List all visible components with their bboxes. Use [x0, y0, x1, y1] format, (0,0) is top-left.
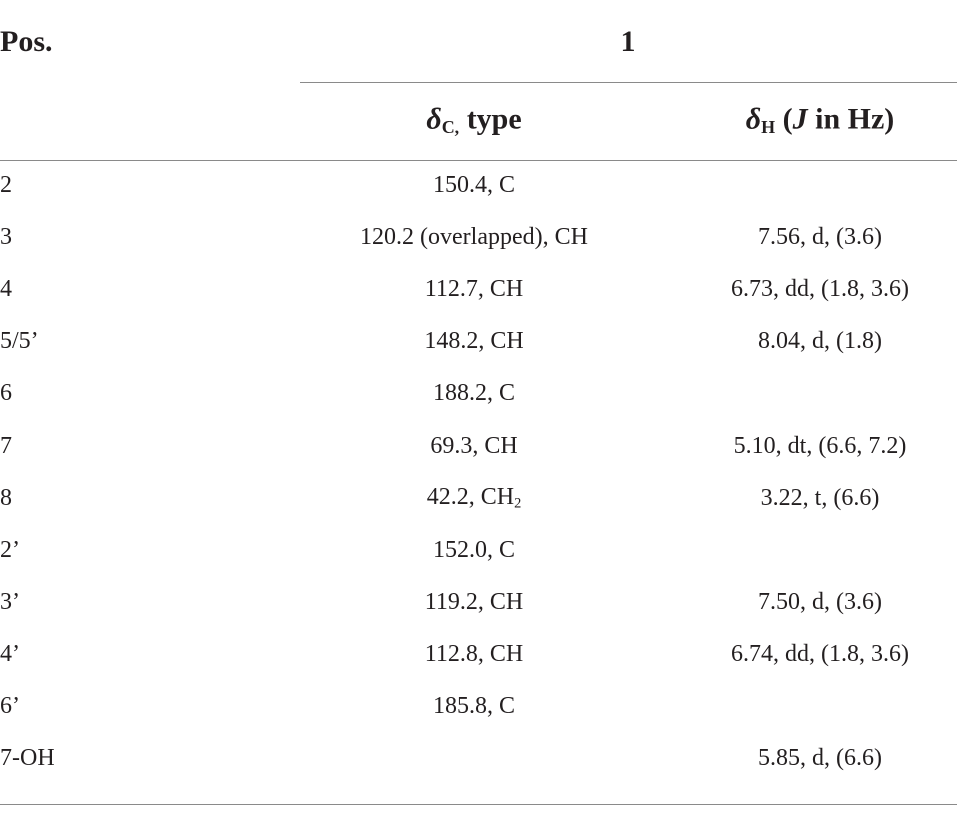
cell-text: 42.2, CH: [426, 483, 515, 510]
position-cell: 6: [0, 380, 12, 407]
cell-text: 112.7, CH: [424, 276, 524, 303]
bottom-rule: [0, 804, 957, 805]
carbon-cell: 150.4, C: [433, 173, 515, 197]
symbol: δ: [745, 102, 762, 136]
header-rule: [0, 160, 957, 161]
subscript: C,: [441, 116, 460, 137]
carbon-cell: 42.2, CH2: [427, 485, 522, 511]
header-text: (: [775, 102, 793, 136]
proton-cell: 7.50, d, (3.6): [758, 588, 882, 615]
carbon-cell: 148.2, CH: [424, 329, 523, 353]
position-cell: 4: [0, 276, 12, 303]
carbon-cell: 185.8, C: [433, 694, 515, 718]
cell-text: 185.8, C: [432, 693, 516, 719]
proton-cell: 3.22, t, (6.6): [760, 484, 880, 511]
carbon-cell: 69.3, CH: [430, 434, 517, 458]
proton-header: δH (J in Hz): [746, 104, 895, 136]
position-header: Pos.: [0, 25, 53, 58]
cell-subscript: 2: [514, 495, 522, 512]
proton-cell: 6.73, dd, (1.8, 3.6): [731, 276, 909, 303]
cell-text: 112.8, CH: [424, 640, 524, 667]
carbon-cell: 119.2, CH: [425, 590, 523, 614]
header-italic: J: [792, 102, 808, 136]
position-cell: 7-OH: [0, 745, 55, 772]
cell-text: 188.2, C: [432, 380, 516, 407]
carbon-header: δC, type: [426, 104, 521, 136]
header-text: type: [459, 102, 522, 136]
carbon-cell: 112.8, CH: [425, 642, 523, 666]
group-rule: [300, 82, 957, 83]
position-cell: 6’: [0, 693, 20, 719]
position-cell: 5/5’: [0, 328, 39, 355]
header-text: in Hz): [807, 102, 895, 136]
carbon-cell: 152.0, C: [433, 538, 515, 562]
proton-cell: 5.85, d, (6.6): [758, 745, 882, 772]
position-cell: 3’: [0, 588, 20, 615]
position-cell: 4’: [0, 640, 20, 667]
position-cell: 2’: [0, 536, 20, 563]
position-cell: 3: [0, 224, 12, 251]
cell-text: 69.3, CH: [430, 432, 518, 459]
cell-text: 119.2, CH: [424, 588, 524, 615]
carbon-cell: 188.2, C: [433, 381, 515, 405]
proton-cell: 5.10, dt, (6.6, 7.2): [733, 432, 907, 459]
position-cell: 2: [0, 172, 12, 198]
subscript: H: [761, 116, 776, 137]
cell-text: 148.2, CH: [424, 328, 524, 355]
cell-text: 150.4, C: [432, 172, 516, 198]
carbon-cell: 120.2 (overlapped), CH: [360, 225, 588, 249]
cell-text: 152.0, C: [432, 536, 516, 563]
cell-text: 120.2 (overlapped), CH: [360, 224, 588, 251]
position-cell: 7: [0, 432, 12, 459]
proton-cell: 6.74, dd, (1.8, 3.6): [731, 640, 909, 667]
position-cell: 8: [0, 484, 12, 511]
symbol: δ: [426, 102, 442, 136]
compound-header: 1: [620, 25, 636, 58]
proton-cell: 7.56, d, (3.6): [758, 224, 882, 251]
proton-cell: 8.04, d, (1.8): [758, 328, 882, 355]
carbon-cell: 112.7, CH: [425, 277, 523, 301]
